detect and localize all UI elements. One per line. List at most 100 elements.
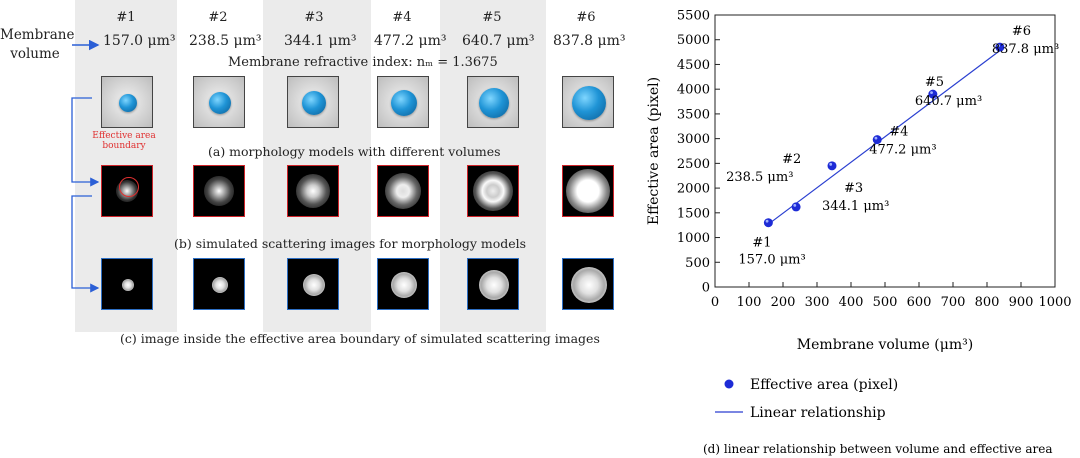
- data-point-highlight: [997, 44, 1000, 48]
- x-tick-label: 600: [907, 295, 932, 310]
- caption-a: (a) morphology models with different vol…: [208, 144, 501, 159]
- point-volume-label: 344.1 μm³: [822, 199, 889, 214]
- point-id-label: #4: [889, 125, 908, 140]
- point-volume-label: 837.8 μm³: [992, 42, 1059, 57]
- data-point-highlight: [874, 136, 878, 140]
- point-id-label: #2: [782, 152, 801, 167]
- effective-area-ring: [119, 177, 139, 197]
- caption-b: (b) simulated scattering images for morp…: [174, 236, 527, 251]
- scatter-tile-6: [562, 165, 614, 217]
- x-tick-label: 0: [711, 295, 719, 310]
- sample-volume-1: 157.0 μm³: [103, 33, 176, 49]
- scatter-glow-6: [566, 169, 610, 213]
- caption-c: (c) image inside the effective area boun…: [120, 331, 600, 346]
- legend-line-label: Linear relationship: [750, 405, 886, 421]
- x-tick-label: 100: [737, 295, 762, 310]
- scatter-glow-3: [296, 174, 330, 208]
- y-tick-label: 4000: [677, 83, 710, 98]
- point-volume-label: 640.7 μm³: [915, 94, 982, 109]
- droplet-4: [391, 90, 417, 116]
- y-tick-label: 0: [702, 281, 710, 296]
- inside-tile-3: [287, 258, 339, 310]
- y-tick-label: 2500: [677, 157, 710, 172]
- model-tile-3: [287, 76, 339, 128]
- droplet-3: [302, 91, 326, 115]
- x-tick-label: 200: [771, 295, 796, 310]
- model-tile-5: [467, 76, 519, 128]
- sample-volume-5: 640.7 μm³: [462, 33, 535, 49]
- sample-id-6: #6: [576, 10, 596, 25]
- inside-tile-4: [377, 258, 429, 310]
- scatter-tile-4: [377, 165, 429, 217]
- data-point-highlight: [930, 91, 933, 95]
- point-id-label: #5: [925, 75, 944, 90]
- model-tile-1: [101, 76, 153, 128]
- y-tick-label: 2000: [677, 182, 710, 197]
- x-axis-label: Membrane volume (μm³): [797, 337, 973, 353]
- sample-volume-4: 477.2 μm³: [374, 33, 447, 49]
- sample-id-3: #3: [304, 10, 324, 25]
- scatter-glow-4: [385, 173, 421, 209]
- x-tick-label: 300: [805, 295, 830, 310]
- data-point-highlight: [829, 162, 833, 166]
- caption-d: (d) linear relationship between volume a…: [703, 442, 1053, 456]
- refractive-index-label: Membrane refractive index: nₘ = 1.3675: [228, 55, 498, 70]
- y-tick-label: 3500: [677, 107, 710, 122]
- droplet-2: [209, 92, 231, 114]
- sample-id-1: #1: [116, 10, 136, 25]
- sample-id-4: #4: [392, 10, 412, 25]
- inside-disc-2: [212, 277, 228, 293]
- scatter-tile-3: [287, 165, 339, 217]
- x-tick-label: 500: [873, 295, 898, 310]
- y-axis-label: Effective area (pixel): [646, 77, 662, 225]
- inside-disc-1: [122, 279, 134, 291]
- legend-marker-points: [724, 379, 734, 389]
- point-id-label: #6: [1012, 24, 1031, 39]
- point-id-label: #3: [844, 181, 863, 196]
- inside-disc-4: [391, 272, 417, 298]
- data-point: [791, 202, 801, 212]
- sample-volume-2: 238.5 μm³: [189, 33, 262, 49]
- sample-volume-6: 837.8 μm³: [553, 33, 626, 49]
- sample-id-2: #2: [208, 10, 228, 25]
- point-volume-label: 238.5 μm³: [726, 170, 793, 185]
- data-point: [827, 161, 837, 171]
- inside-tile-1: [101, 258, 153, 310]
- x-tick-label: 400: [839, 295, 864, 310]
- inside-disc-5: [479, 270, 509, 300]
- x-tick-label: 900: [1009, 295, 1034, 310]
- data-point-highlight: [765, 219, 769, 223]
- inside-disc-3: [303, 274, 325, 296]
- arrow-row-b-to-c: [71, 195, 100, 293]
- scatter-tile-2: [193, 165, 245, 217]
- legend-points-label: Effective area (pixel): [750, 377, 898, 393]
- x-tick-label: 1000: [1038, 295, 1071, 310]
- inside-tile-2: [193, 258, 245, 310]
- membrane-volume-label: Membrane volume: [0, 27, 75, 62]
- scatter-glow-5: [473, 171, 513, 211]
- inside-tile-6: [562, 258, 614, 310]
- model-tile-4: [377, 76, 429, 128]
- inside-disc-6: [571, 267, 607, 303]
- y-tick-label: 1500: [677, 206, 710, 221]
- data-point: [763, 218, 773, 228]
- x-tick-label: 700: [941, 295, 966, 310]
- y-tick-label: 3000: [677, 132, 710, 147]
- scatter-tile-1: [101, 165, 153, 217]
- arrow-row-a-to-b: [71, 97, 100, 187]
- effective-area-chart: 0500100015002000250030003500400045005000…: [646, 9, 1072, 457]
- droplet-1: [119, 94, 137, 112]
- scatter-glow-2: [204, 176, 234, 206]
- linear-fit-line: [768, 50, 1001, 225]
- model-tile-2: [193, 76, 245, 128]
- y-tick-label: 1000: [677, 231, 710, 246]
- row-arrows: [71, 39, 100, 293]
- model-tile-6: [562, 76, 614, 128]
- y-tick-label: 5000: [677, 33, 710, 48]
- scatter-tile-5: [467, 165, 519, 217]
- sample-volume-3: 344.1 μm³: [284, 33, 357, 49]
- inside-tile-5: [467, 258, 519, 310]
- droplet-6: [572, 86, 606, 120]
- data-point-highlight: [793, 203, 797, 207]
- x-tick-label: 800: [975, 295, 1000, 310]
